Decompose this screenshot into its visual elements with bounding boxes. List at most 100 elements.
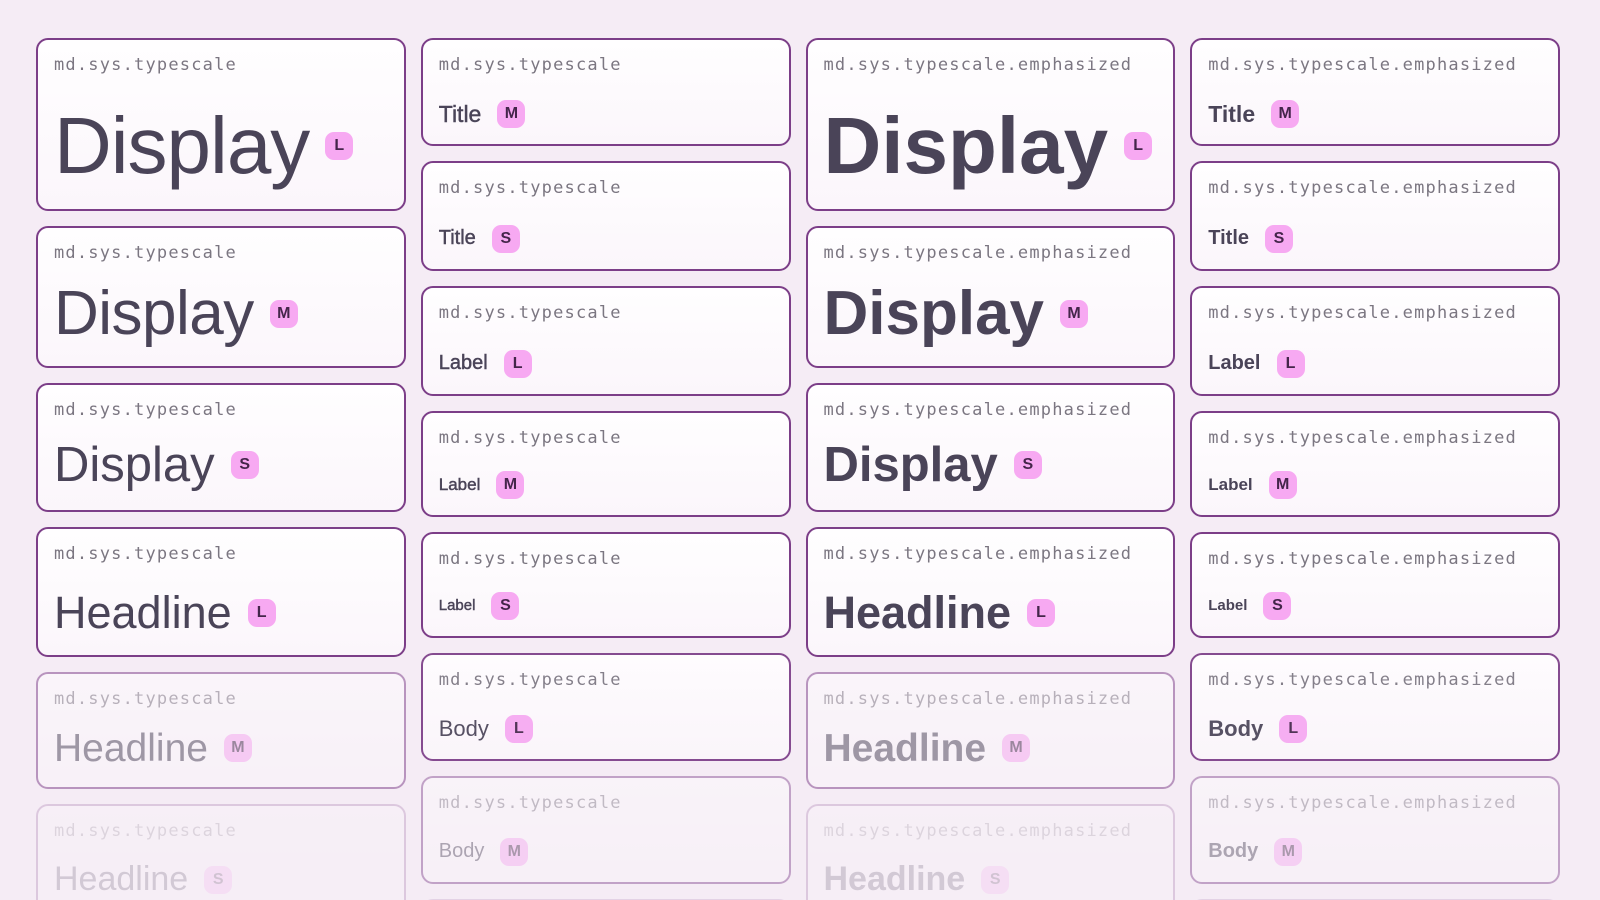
typescale-card: md.sys.typescale.emphasized Display M [805,225,1176,368]
typescale-card: md.sys.typescale.emphasized Headline M [805,671,1176,789]
token-path-label: md.sys.typescale [54,820,237,841]
sample-row: Headline M [54,726,386,771]
token-path-label: md.sys.typescale [54,688,237,709]
size-badge: S [491,592,520,620]
token-path-label: md.sys.typescale [54,543,237,564]
size-badge: M [269,299,298,328]
typescale-card: md.sys.typescale Headline S [36,803,406,900]
token-path-label: md.sys.typescale.emphasized [1208,793,1517,813]
sample-text: Display [54,278,254,348]
token-path-label: md.sys.typescale [438,428,622,448]
size-badge: L [247,598,276,627]
typescale-card: md.sys.typescale Headline L [36,526,406,657]
size-badge: M [1268,471,1297,499]
sample-text: Title [438,227,476,250]
size-badge: S [1263,592,1292,620]
sample-row: Display M [54,278,386,350]
token-path-label: md.sys.typescale.emphasized [1208,178,1517,198]
sample-row: Headline L [54,587,386,639]
typescale-card: md.sys.typescale.emphasized Label L [1190,286,1560,396]
sample-row: Title M [1208,100,1540,128]
size-badge: S [1265,225,1294,253]
sample-text: Title [438,100,482,127]
typescale-card: md.sys.typescale Body M [420,776,791,884]
size-badge: M [1002,734,1031,763]
column-typescale-title-label-body: md.sys.typescale Title M md.sys.typescal… [420,38,791,900]
size-badge: L [325,132,354,161]
sample-text: Body [438,840,485,863]
sample-text: Headline [54,859,189,898]
sample-row: Headline S [54,860,386,899]
sample-text: Display [823,101,1109,190]
token-path-label: md.sys.typescale.emphasized [823,543,1133,564]
size-badge: S [204,865,233,894]
sample-row: Label S [1208,592,1540,620]
token-path-label: md.sys.typescale.emphasized [823,688,1133,709]
sample-row: Title S [439,225,771,253]
sample-text: Headline [54,726,208,770]
sample-text: Label [1208,597,1248,615]
typescale-card: md.sys.typescale.emphasized Label M [1190,411,1560,517]
sample-text: Label [438,352,488,375]
token-path-label: md.sys.typescale.emphasized [823,242,1133,263]
typescale-card: md.sys.typescale.emphasized Headline L [805,526,1176,657]
token-path-label: md.sys.typescale.emphasized [823,399,1133,420]
sample-text: Display [823,437,998,492]
sample-row: Display L [824,100,1156,193]
typescale-card: md.sys.typescale.emphasized Body L [1190,653,1560,761]
sample-text: Label [1208,352,1261,375]
column-typescale-display-headline: md.sys.typescale Display L md.sys.typesc… [36,38,406,900]
sample-row: Body M [439,838,771,866]
sample-row: Label L [439,350,771,378]
size-badge: L [1124,132,1153,161]
typescale-card: md.sys.typescale.emphasized Body M [1190,776,1560,884]
token-path-label: md.sys.typescale [54,242,237,263]
token-path-label: md.sys.typescale [438,670,622,690]
typescale-card: md.sys.typescale Title S [420,161,791,271]
sample-row: Headline S [824,860,1156,899]
size-badge: S [491,225,520,253]
size-badge: L [1027,598,1056,627]
sample-row: Body M [1208,838,1540,866]
token-path-label: md.sys.typescale [54,55,237,75]
token-path-label: md.sys.typescale [438,793,622,813]
size-badge: M [1060,299,1089,328]
sample-row: Headline L [824,587,1156,639]
token-path-label: md.sys.typescale [438,303,622,323]
sample-text: Headline [54,586,232,638]
sample-row: Label S [439,592,771,620]
typescale-card: md.sys.typescale Body L [420,653,791,761]
typescale-card: md.sys.typescale Headline M [36,671,406,789]
sample-text: Title [1208,227,1250,250]
typescale-card: md.sys.typescale.emphasized Label S [1190,532,1560,638]
token-path-label: md.sys.typescale [438,178,622,198]
sample-text: Label [438,475,481,495]
sample-text: Body [1208,716,1264,742]
size-badge: L [503,350,532,378]
sample-text: Headline [823,726,987,770]
sample-text: Label [438,597,476,615]
size-badge: S [981,865,1010,894]
sample-text: Display [54,437,215,492]
typescale-card: md.sys.typescale.emphasized Display S [805,382,1176,512]
size-badge: M [223,734,252,763]
size-badge: L [504,715,533,743]
typescale-card: md.sys.typescale Display L [36,38,406,211]
token-path-label: md.sys.typescale.emphasized [1208,55,1517,75]
sample-row: Label L [1208,350,1540,378]
size-badge: L [1276,350,1305,378]
typescale-card: md.sys.typescale.emphasized Headline S [805,803,1176,900]
token-path-label: md.sys.typescale.emphasized [1208,670,1517,690]
sample-text: Label [1208,475,1253,495]
typescale-card: md.sys.typescale Title M [420,38,791,146]
sample-row: Headline M [824,726,1156,771]
column-typescale-emphasized-title-label-body: md.sys.typescale.emphasized Title M md.s… [1190,38,1560,900]
sample-text: Display [823,278,1045,348]
typescale-card: md.sys.typescale.emphasized Title M [1190,38,1560,146]
column-typescale-emphasized-display-headline: md.sys.typescale.emphasized Display L md… [805,38,1176,900]
size-badge: M [500,838,529,866]
typescale-card: md.sys.typescale Label L [420,286,791,396]
sample-row: Title S [1208,225,1540,253]
typescale-card: md.sys.typescale Display M [36,225,406,368]
